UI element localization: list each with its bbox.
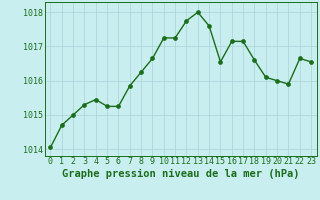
X-axis label: Graphe pression niveau de la mer (hPa): Graphe pression niveau de la mer (hPa) bbox=[62, 169, 300, 179]
